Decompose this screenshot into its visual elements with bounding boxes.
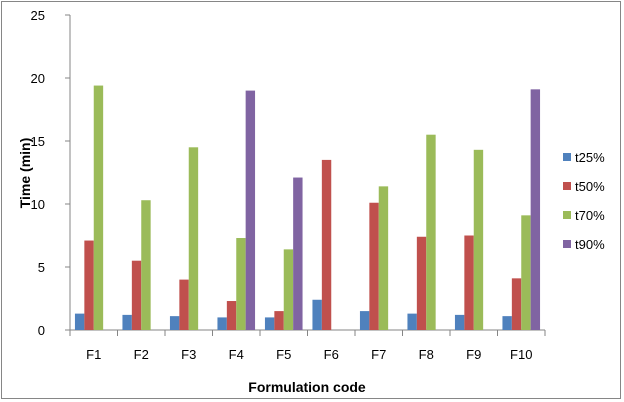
bar-t50pct-F6 xyxy=(321,159,332,330)
bar-t50pct-F9 xyxy=(464,235,474,330)
bar-t70pct-F5 xyxy=(283,249,294,330)
y-tick-label: 20 xyxy=(31,71,45,86)
x-tick-label: F10 xyxy=(510,347,532,362)
bar-t25pct-F6 xyxy=(312,299,322,330)
bar-t25pct-F9 xyxy=(454,314,465,330)
legend-label: t70% xyxy=(575,208,605,223)
y-tick-label: 25 xyxy=(31,8,45,23)
bar-t70pct-F8 xyxy=(426,134,436,330)
legend-swatch xyxy=(563,182,571,190)
x-axis-title: Formulation code xyxy=(248,379,366,395)
bar-t50pct-F8 xyxy=(416,236,427,330)
bar-t25pct-F2 xyxy=(122,314,132,330)
bar-t50pct-F4 xyxy=(226,301,237,330)
x-tick-label: F5 xyxy=(276,347,291,362)
bar-t25pct-F7 xyxy=(359,311,370,330)
bar-t25pct-F10 xyxy=(502,316,512,330)
bar-t70pct-F7 xyxy=(378,186,389,330)
bar-t50pct-F3 xyxy=(179,279,189,330)
bar-t50pct-F2 xyxy=(131,260,142,330)
legend-label: t25% xyxy=(575,150,605,165)
y-tick-label: 10 xyxy=(31,197,45,212)
bar-t90pct-F10 xyxy=(530,89,541,330)
x-tick-label: F1 xyxy=(86,347,101,362)
bar-t25pct-F1 xyxy=(74,313,85,330)
bar-t25pct-F8 xyxy=(407,313,417,330)
x-tick-label: F6 xyxy=(324,347,339,362)
bar-t90pct-F5 xyxy=(293,177,303,330)
bar-t70pct-F9 xyxy=(473,149,484,330)
bar-t25pct-F3 xyxy=(169,316,180,330)
bar-t50pct-F1 xyxy=(84,240,94,330)
bar-t70pct-F3 xyxy=(188,147,199,330)
bar-t50pct-F5 xyxy=(274,311,284,330)
y-tick-label: 0 xyxy=(38,323,45,338)
y-tick-label: 15 xyxy=(31,134,45,149)
x-tick-label: F7 xyxy=(371,347,386,362)
x-tick-label: F2 xyxy=(134,347,149,362)
legend-swatch xyxy=(563,211,571,219)
bar-t25pct-F5 xyxy=(264,317,275,330)
legend-swatch xyxy=(563,153,571,161)
legend-swatch xyxy=(563,240,571,248)
bar-t50pct-F7 xyxy=(369,202,379,330)
bar-t50pct-F10 xyxy=(511,278,522,330)
x-tick-label: F9 xyxy=(466,347,481,362)
y-axis-title: Time (min) xyxy=(17,138,33,209)
legend-label: t90% xyxy=(575,237,605,252)
bar-t90pct-F4 xyxy=(245,90,256,330)
x-tick-label: F8 xyxy=(419,347,434,362)
legend-label: t50% xyxy=(575,179,605,194)
bars xyxy=(74,85,541,330)
bar-t70pct-F4 xyxy=(236,238,246,330)
y-axis: 0 5 10 15 20 25 xyxy=(31,8,71,338)
bar-t70pct-F1 xyxy=(93,85,104,330)
bar-t70pct-F2 xyxy=(141,200,151,330)
legend: t25% t50% t70% t90% xyxy=(563,150,605,252)
y-tick-label: 5 xyxy=(38,260,45,275)
bar-t25pct-F4 xyxy=(217,317,227,330)
x-tick-label: F4 xyxy=(229,347,244,362)
x-axis: F1 F2 F3 F4 F5 F6 F7 F8 F9 F10 xyxy=(69,329,546,362)
bar-t70pct-F10 xyxy=(521,215,531,330)
x-tick-label: F3 xyxy=(181,347,196,362)
